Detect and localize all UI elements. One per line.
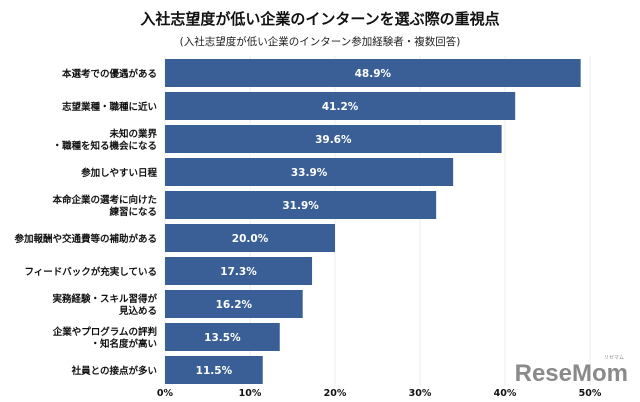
data-label: 16.2% <box>216 299 253 311</box>
category-label-line: フィードバックが充実している <box>24 266 157 278</box>
category-label-line: 参加報酬や交通費等の補助がある <box>13 233 157 245</box>
resemom-watermark: ReseMom リセマム <box>515 355 628 387</box>
category-label-line: 参加しやすい日程 <box>80 167 157 179</box>
data-label: 33.9% <box>291 167 328 179</box>
category-label-line: 練習になる <box>109 206 157 218</box>
x-tick-label: 20% <box>324 388 347 399</box>
category-label-line: ・知名度が高い <box>90 338 157 350</box>
data-label: 31.9% <box>282 200 319 212</box>
category-label-line: 未知の業界 <box>108 128 157 140</box>
x-tick-label: 40% <box>494 388 517 399</box>
category-label-line: 企業やプログラムの評判 <box>52 326 157 338</box>
x-tick-label: 0% <box>157 388 174 399</box>
category-label: 企業やプログラムの評判・知名度が高い <box>52 326 157 350</box>
category-label: 未知の業界・職種を知る機会になる <box>52 128 157 152</box>
x-tick-label: 30% <box>409 388 432 399</box>
category-label: 参加報酬や交通費等の補助がある <box>13 233 157 245</box>
chart-title: 入社志望度が低い企業のインターンを選ぶ際の重視点 <box>140 10 499 28</box>
category-label: 社員との接点が多い <box>71 365 157 377</box>
category-label-line: 本選考での優遇がある <box>62 68 157 80</box>
bar <box>165 125 502 153</box>
bar <box>165 191 437 219</box>
x-tick-label: 50% <box>579 388 602 399</box>
bar <box>165 158 454 186</box>
category-label: 志望業種・職種に近い <box>62 101 157 113</box>
data-label: 11.5% <box>196 365 233 377</box>
category-label-line: 志望業種・職種に近い <box>62 101 157 113</box>
data-label: 13.5% <box>204 332 241 344</box>
category-label-line: 見込める <box>118 305 157 317</box>
chart-subtitle: (入社志望度が低い企業のインターン参加経験者・複数回答) <box>180 35 461 48</box>
category-label: フィードバックが充実している <box>24 266 157 278</box>
category-label-line: 本命企業の選考に向けた <box>52 194 157 206</box>
data-label: 17.3% <box>220 266 257 278</box>
category-label-line: 社員との接点が多い <box>71 365 157 377</box>
watermark-text: ReseMom <box>515 360 628 387</box>
data-label: 48.9% <box>355 68 392 80</box>
data-label: 39.6% <box>315 134 352 146</box>
category-label-line: ・職種を知る機会になる <box>52 140 157 152</box>
category-label: 参加しやすい日程 <box>80 167 157 179</box>
data-label: 20.0% <box>232 233 269 245</box>
bar <box>165 290 303 318</box>
bar <box>165 92 516 120</box>
x-tick-label: 10% <box>239 388 262 399</box>
bar <box>165 323 280 351</box>
category-label: 本選考での優遇がある <box>62 68 157 80</box>
bar <box>165 224 335 252</box>
watermark-kana: リセマム <box>604 355 624 361</box>
bar <box>165 356 263 384</box>
bar <box>165 59 581 87</box>
category-label-line: 実務経験・スキル習得が <box>52 293 157 305</box>
bar <box>165 257 313 285</box>
data-label: 41.2% <box>322 101 359 113</box>
